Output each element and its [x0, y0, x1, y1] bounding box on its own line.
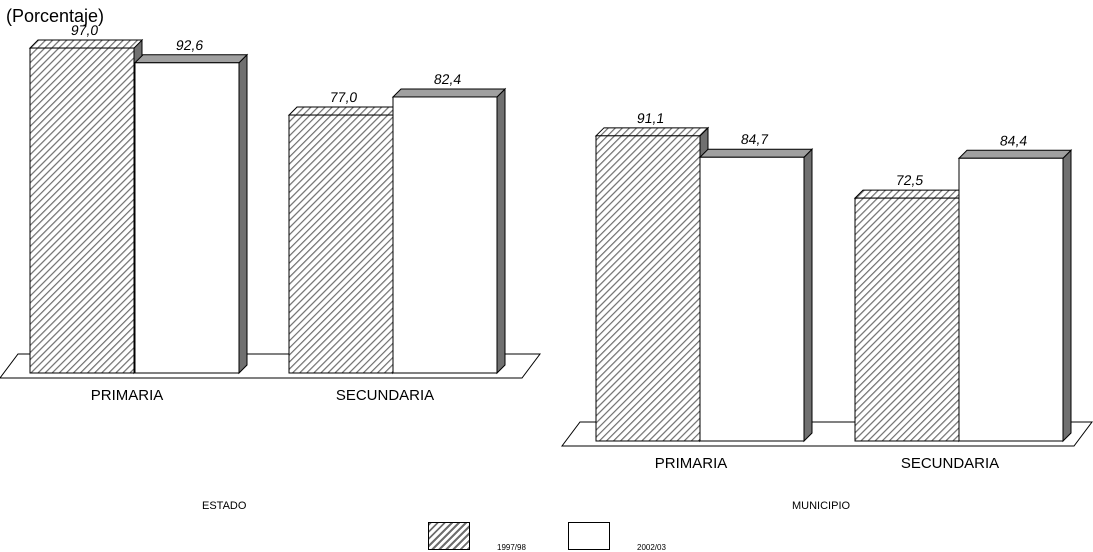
bar-label-secundaria-1997-98: 77,0 — [329, 89, 359, 105]
bar-primaria-1997-98 — [29, 47, 135, 374]
bar-label-primaria-2002-03: 84,7 — [740, 131, 770, 147]
bar-side-secundaria-2002-03 — [496, 87, 506, 375]
category-label-secundaria: SECUNDARIA — [336, 387, 434, 404]
legend-swatch-1997-98 — [428, 522, 470, 550]
legend-label-1997-98: 1997/98 — [497, 543, 526, 552]
bar-label-primaria-1997-98: 91,1 — [636, 110, 666, 126]
bar-label-secundaria-2002-03: 84,4 — [999, 132, 1029, 148]
caption-municipio: MUNICIPIO — [792, 500, 851, 512]
bar-label-primaria-2002-03: 92,6 — [175, 37, 205, 53]
bar-top-secundaria-1997-98 — [287, 106, 403, 116]
bar-primaria-2002-03 — [699, 156, 805, 442]
bar-secundaria-1997-98 — [288, 114, 394, 374]
legend-label-2002-03: 2002/03 — [637, 543, 666, 552]
bar-side-secundaria-2002-03 — [1062, 149, 1072, 443]
caption-estado: ESTADO — [202, 500, 247, 512]
bar-top-secundaria-2002-03 — [391, 88, 507, 98]
chart-panel-estado: 97,0 77,0 92,6 82,4 PRIMARIA SECUNDARIA — [0, 22, 541, 404]
bar-top-primaria-1997-98 — [594, 127, 710, 137]
category-label-primaria: PRIMARIA — [655, 455, 728, 472]
bar-primaria-1997-98 — [595, 135, 701, 442]
bar-top-primaria-2002-03 — [133, 54, 249, 64]
bar-label-secundaria-1997-98: 72,5 — [895, 172, 925, 188]
bar-top-primaria-1997-98 — [28, 39, 144, 49]
bar-label-primaria-1997-98: 97,0 — [70, 22, 100, 38]
legend-swatch-2002-03 — [568, 522, 610, 550]
chart-panel-municipio: 91,1 72,5 84,7 84,4 PRIMARIA SECUNDARIA — [561, 110, 1093, 472]
bar-secundaria-1997-98 — [854, 197, 960, 442]
bar-secundaria-2002-03 — [392, 96, 498, 374]
bar-label-secundaria-2002-03: 82,4 — [433, 71, 463, 87]
bar-side-primaria-2002-03 — [803, 148, 813, 443]
bar-top-secundaria-1997-98 — [853, 189, 969, 199]
category-label-secundaria: SECUNDARIA — [901, 455, 999, 472]
category-label-primaria: PRIMARIA — [91, 387, 164, 404]
bar-top-primaria-2002-03 — [698, 148, 814, 158]
bar-side-primaria-2002-03 — [238, 53, 248, 375]
bar-primaria-2002-03 — [134, 62, 240, 374]
chart-subtitle: (Porcentaje) — [6, 6, 105, 26]
bar-secundaria-2002-03 — [958, 157, 1064, 442]
bar-top-secundaria-2002-03 — [957, 149, 1073, 159]
